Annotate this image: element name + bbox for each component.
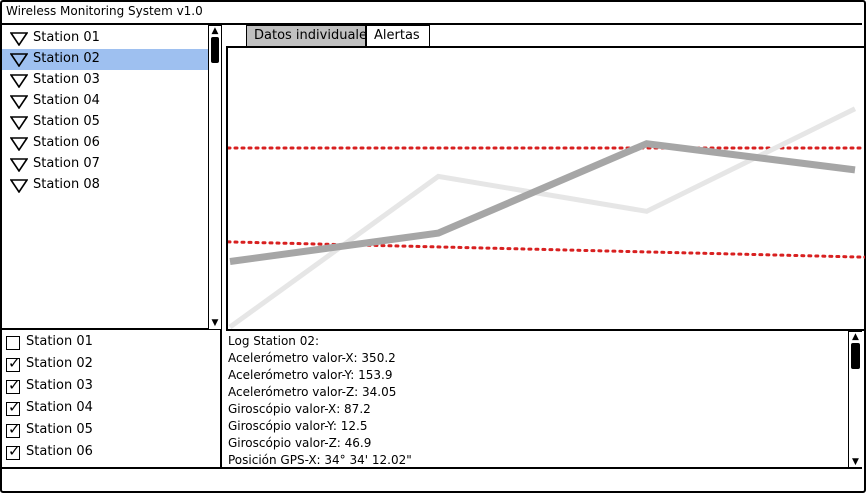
collapse-triangle-icon[interactable] [10, 32, 28, 46]
scrollbar-thumb[interactable] [211, 37, 219, 63]
station-check-item-05[interactable]: ✓ Station 05 [4, 420, 204, 440]
log-line: Acelerómetro valor-Z: 34.05 [228, 385, 397, 399]
log-title: Log Station 02: [228, 334, 320, 348]
window-title: Wireless Monitoring System v1.0 [6, 4, 203, 18]
alerts-chart-svg [228, 106, 865, 329]
station-tree-item-02[interactable]: Station 02 [2, 49, 208, 70]
status-bar [0, 467, 862, 491]
station-tree-label: Station 07 [33, 156, 100, 171]
scroll-up-arrow-icon[interactable]: ▲ [852, 332, 859, 342]
station-check-item-06[interactable]: ✓ Station 06 [4, 442, 204, 462]
station-tree-label: Station 06 [33, 135, 100, 150]
station-tree-item-05[interactable]: Station 05 [2, 112, 208, 133]
station-check-list: Station 01 ✓ Station 02 ✓ Station 03 ✓ S… [0, 330, 222, 467]
collapse-triangle-icon[interactable] [10, 158, 28, 172]
station-tree-label: Station 03 [33, 72, 100, 87]
log-line: Acelerómetro valor-X: 350.2 [228, 351, 396, 365]
station-check-label: Station 03 [26, 378, 93, 393]
station-tree-label: Station 05 [33, 114, 100, 129]
checkbox[interactable]: ✓ [6, 398, 21, 416]
checkmark-icon: ✓ [8, 398, 21, 416]
scroll-down-arrow-icon[interactable]: ▼ [211, 318, 219, 328]
checkmark-icon: ✓ [8, 354, 21, 372]
tab-datos-individuales[interactable]: Datos individuales [246, 25, 374, 46]
station-tree-item-04[interactable]: Station 04 [2, 91, 208, 112]
station-check-label: Station 01 [26, 334, 93, 349]
checkmark-icon: ✓ [8, 442, 21, 460]
collapse-triangle-icon[interactable] [10, 74, 28, 88]
checkbox[interactable] [6, 336, 20, 350]
station-tree-item-06[interactable]: Station 06 [2, 133, 208, 154]
tab-bar: Datos individuales Alertas [222, 25, 862, 47]
station-check-label: Station 02 [26, 356, 93, 371]
checkbox[interactable]: ✓ [6, 354, 21, 372]
tab-label: Alertas [374, 28, 420, 43]
collapse-triangle-icon[interactable] [10, 179, 28, 193]
scroll-up-arrow-icon[interactable]: ▲ [211, 26, 219, 36]
station-tree-item-08[interactable]: Station 08 [2, 175, 208, 196]
checkbox[interactable]: ✓ [6, 420, 21, 438]
station-check-label: Station 06 [26, 444, 93, 459]
title-bar: Wireless Monitoring System v1.0 [0, 0, 862, 25]
checkbox[interactable]: ✓ [6, 442, 21, 460]
station-log-panel: Log Station 02: Acelerómetro valor-X: 35… [222, 330, 862, 467]
station-check-item-04[interactable]: ✓ Station 04 [4, 398, 204, 418]
log-line: Giroscópio valor-Z: 46.9 [228, 436, 372, 450]
log-line: Posición GPS-X: 34° 34' 12.02" [228, 453, 412, 467]
series-light-line [228, 106, 857, 329]
station-tree-item-03[interactable]: Station 03 [2, 70, 208, 91]
series-dark-line [229, 140, 856, 265]
station-check-label: Station 04 [26, 400, 93, 415]
scrollbar-thumb[interactable] [851, 343, 860, 369]
station-check-label: Station 05 [26, 422, 93, 437]
log-line: Giroscópio valor-Y: 12.5 [228, 419, 368, 433]
log-line: Giroscópio valor-X: 87.2 [228, 402, 371, 416]
station-tree-item-01[interactable]: Station 01 [2, 28, 208, 49]
log-scrollbar[interactable]: ▲ ▼ [848, 331, 862, 467]
station-tree-item-07[interactable]: Station 07 [2, 154, 208, 175]
station-tree-list[interactable]: Station 01 Station 02 Station 03 Station… [0, 25, 208, 328]
station-tree-label: Station 04 [33, 93, 100, 108]
station-tree-label: Station 01 [33, 30, 100, 45]
station-tree-scrollbar[interactable]: ▲ ▼ [208, 25, 222, 330]
tab-label: Datos individuales [254, 28, 374, 43]
checkbox[interactable]: ✓ [6, 376, 21, 394]
collapse-triangle-icon[interactable] [10, 116, 28, 130]
scroll-down-arrow-icon[interactable]: ▼ [852, 457, 859, 467]
log-line: Acelerómetro valor-Y: 153.9 [228, 368, 393, 382]
station-check-item-03[interactable]: ✓ Station 03 [4, 376, 204, 396]
checkmark-icon: ✓ [8, 420, 21, 438]
checkmark-icon: ✓ [8, 376, 21, 394]
station-tree-label: Station 02 [33, 51, 100, 66]
alerts-chart [226, 46, 865, 331]
station-check-item-01[interactable]: Station 01 [4, 332, 204, 352]
collapse-triangle-icon[interactable] [10, 53, 28, 67]
collapse-triangle-icon[interactable] [10, 95, 28, 109]
station-tree-label: Station 08 [33, 177, 100, 192]
station-tree-panel: Station 01 Station 02 Station 03 Station… [0, 25, 222, 330]
collapse-triangle-icon[interactable] [10, 137, 28, 151]
station-check-item-02[interactable]: ✓ Station 02 [4, 354, 204, 374]
tab-alertas[interactable]: Alertas [366, 25, 430, 46]
